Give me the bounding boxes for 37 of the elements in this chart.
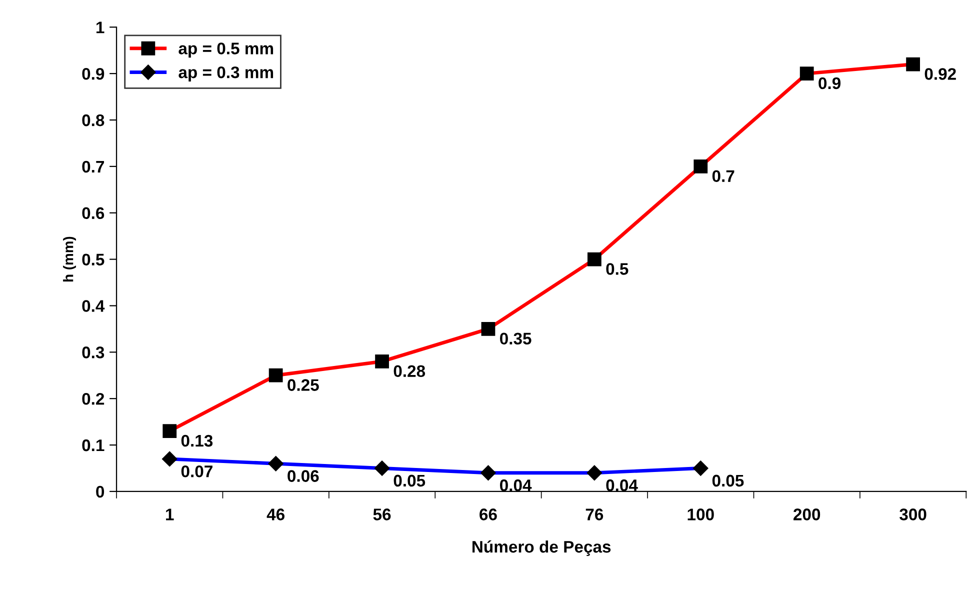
y-tick-label: 0: [96, 486, 104, 498]
data-label: 0.04: [606, 479, 638, 492]
x-tick-label: 56: [373, 508, 391, 520]
data-label: 0.13: [181, 434, 213, 447]
data-label: 0.06: [288, 470, 319, 482]
data-label: 0.05: [394, 474, 426, 487]
data-label: 0.5: [606, 263, 628, 275]
data-label: 0.07: [181, 466, 212, 478]
x-tick-label: 1: [166, 508, 174, 520]
data-label: 0.35: [500, 332, 532, 345]
x-tick-label: 76: [586, 508, 604, 520]
x-tick-label: 200: [794, 508, 820, 520]
data-label: 0.25: [288, 379, 319, 391]
legend-label: ap = 0.3 mm: [178, 66, 274, 82]
legend-label: ap = 0.5 mm: [178, 42, 274, 58]
y-tick-label: 0.5: [82, 254, 104, 266]
y-tick-label: 1: [96, 22, 104, 34]
x-tick-label: 46: [266, 508, 284, 520]
y-tick-label: 0.6: [82, 207, 104, 220]
y-tick-label: 0.1: [82, 439, 104, 452]
data-label: 0.28: [394, 365, 426, 378]
x-axis-title: Número de Peças: [472, 540, 611, 556]
data-label: 0.04: [500, 479, 532, 492]
data-label: 0.92: [924, 68, 956, 80]
data-label: 0.05: [712, 474, 744, 487]
x-tick-label: 300: [900, 508, 926, 520]
y-axis-title: h (mm): [63, 236, 76, 282]
y-tick-label: 0.9: [82, 68, 104, 80]
x-tick-label: 66: [480, 508, 497, 520]
y-tick-label: 0.8: [82, 114, 104, 126]
y-tick-label: 0.3: [82, 346, 104, 358]
y-tick-label: 0.7: [82, 160, 104, 173]
x-tick-label: 100: [688, 508, 714, 520]
y-tick-label: 0.4: [82, 300, 105, 312]
y-tick-label: 0.2: [82, 392, 104, 405]
data-label: 0.7: [712, 170, 734, 182]
data-label: 0.9: [818, 77, 840, 90]
